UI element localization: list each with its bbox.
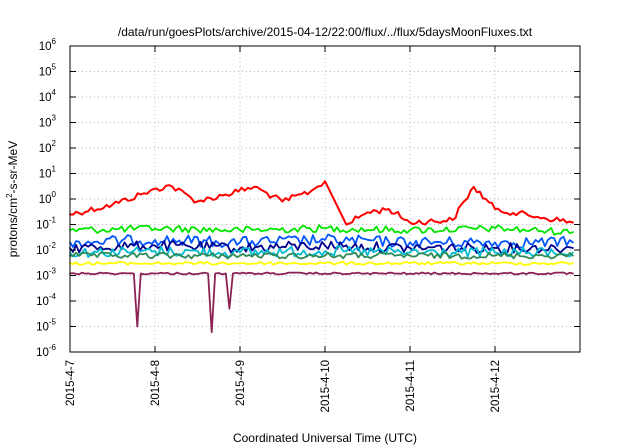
y-tick-label: 100: [39, 190, 57, 206]
y-tick-label-base: 10: [36, 271, 49, 283]
x-tick-label: 2015-4-7: [65, 360, 77, 406]
series-line: [69, 240, 574, 254]
y-tick-label-exponent: -3: [49, 267, 57, 276]
series-line: [69, 233, 574, 249]
x-tick-label: 2015-4-10: [320, 360, 332, 412]
ticks: [69, 45, 580, 353]
x-tick-label: 2015-4-12: [490, 360, 502, 412]
y-tick-label: 10-2: [36, 241, 56, 257]
y-tick-label-base: 10: [39, 194, 52, 206]
y-tick-label-exponent: 2: [52, 139, 57, 148]
y-tick-label-base: 10: [36, 245, 49, 257]
series-line: [69, 180, 574, 226]
y-tick-label-base: 10: [39, 118, 52, 130]
y-tick-label: 105: [39, 63, 57, 79]
y-axis-label: protons/cm2-s-sr-MeV: [5, 141, 20, 257]
y-tick-label-base: 10: [36, 296, 49, 308]
y-tick-label-base: 10: [36, 322, 49, 334]
x-tick-label: 2015-4-11: [405, 360, 417, 412]
y-tick-label: 106: [39, 37, 57, 53]
y-tick-label-exponent: 0: [52, 190, 57, 199]
y-axis-label-base: protons/cm: [6, 198, 20, 257]
y-tick-label: 10-1: [36, 216, 56, 232]
y-tick-label-exponent: 6: [52, 37, 57, 46]
y-tick-label: 102: [39, 139, 57, 155]
y-axis-label-rest: -s-sr-MeV: [6, 141, 20, 194]
x-axis-label: Coordinated Universal Time (UTC): [233, 431, 417, 445]
y-tick-label-exponent: 3: [52, 114, 57, 123]
y-tick-label-base: 10: [36, 220, 49, 232]
y-axis-label-superscript: 2: [5, 193, 14, 198]
y-tick-label-exponent: 5: [52, 63, 57, 72]
y-tick-labels: 10-610-510-410-310-210-11001011021031041…: [36, 37, 56, 359]
series-line: [69, 245, 574, 258]
y-tick-label-base: 10: [39, 67, 52, 79]
x-tick-label: 2015-4-9: [235, 360, 247, 406]
x-tick-labels: 2015-4-7 2015-4-8 2015-4-9 2015-4-10 2015-4-…: [65, 360, 502, 412]
grid: [69, 45, 580, 353]
y-tick-label: 10-4: [36, 292, 56, 308]
series-layer: [69, 180, 574, 334]
y-tick-label-base: 10: [39, 143, 52, 155]
y-tick-label: 10-3: [36, 267, 56, 283]
y-tick-label-exponent: -5: [49, 318, 57, 327]
series-line: [69, 224, 574, 236]
y-tick-label-exponent: -1: [49, 216, 57, 225]
y-tick-label-base: 10: [39, 41, 52, 53]
y-tick-label-exponent: 4: [52, 88, 57, 97]
y-tick-label-exponent: -4: [49, 292, 57, 301]
x-tick-label: 2015-4-8: [150, 360, 162, 406]
series-line: [69, 271, 574, 334]
y-tick-label: 104: [39, 88, 57, 104]
y-tick-label: 10-5: [36, 318, 56, 334]
y-tick-label-base: 10: [36, 347, 49, 359]
y-tick-label-exponent: 1: [52, 165, 57, 174]
series-line: [69, 251, 574, 260]
y-tick-label: 10-6: [36, 343, 56, 359]
series-line: [69, 260, 574, 266]
y-tick-label-base: 10: [39, 169, 52, 181]
chart-title: /data/run/goesPlots/archive/2015-04-12/2…: [118, 25, 533, 39]
y-tick-label-exponent: -2: [49, 241, 57, 250]
y-tick-label: 103: [39, 114, 57, 130]
y-tick-label-exponent: -6: [49, 343, 57, 352]
y-tick-label: 101: [39, 165, 57, 181]
y-tick-label-base: 10: [39, 92, 52, 104]
